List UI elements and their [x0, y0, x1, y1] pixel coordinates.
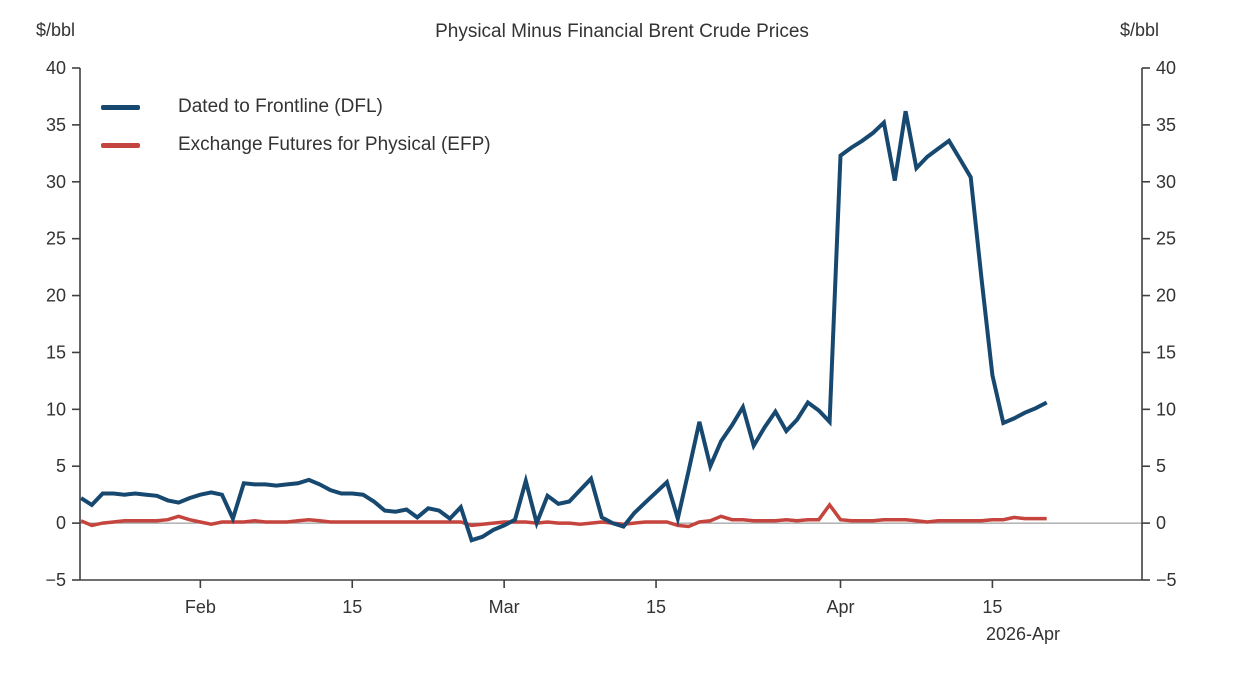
x-tick-label: 15: [646, 597, 666, 617]
y-tick-label-right: 0: [1156, 513, 1166, 533]
y-tick-label-right: 20: [1156, 286, 1176, 306]
legend-label-efp: Exchange Futures for Physical (EFP): [178, 134, 491, 155]
y-tick-label-right: 10: [1156, 399, 1176, 419]
x-tick-label: Feb: [185, 597, 216, 617]
y-tick-label-left: −5: [45, 570, 66, 590]
x-tick-label: Apr: [826, 597, 854, 617]
legend-item-dfl: Dated to Frontline (DFL): [101, 88, 491, 126]
y-tick-label-right: 5: [1156, 456, 1166, 476]
y-tick-label-left: 40: [46, 58, 66, 78]
chart-title: Physical Minus Financial Brent Crude Pri…: [435, 21, 809, 42]
last-observation-date: 2026-Apr: [985, 624, 1060, 644]
dfl-line: [79, 110, 1048, 543]
y-tick-label-right: 15: [1156, 342, 1176, 362]
x-tick-label: 15: [342, 597, 362, 617]
legend-item-efp: Exchange Futures for Physical (EFP): [101, 126, 491, 164]
efp-line: [80, 501, 1047, 529]
legend: Dated to Frontline (DFL) Exchange Future…: [101, 88, 491, 164]
y-tick-label-right: 30: [1156, 172, 1176, 192]
legend-label-dfl: Dated to Frontline (DFL): [178, 96, 383, 117]
y-tick-label-right: −5: [1156, 570, 1177, 590]
dfl-line-swatch: [101, 104, 140, 110]
y-tick-label-left: 5: [56, 456, 66, 476]
y-tick-label-left: 35: [46, 115, 66, 135]
efp-line-swatch: [101, 142, 140, 148]
y-tick-label-left: 0: [56, 513, 66, 533]
y-tick-label-left: 10: [46, 399, 66, 419]
y-tick-label-right: 25: [1156, 229, 1176, 249]
y-tick-label-left: 25: [46, 229, 66, 249]
y-tick-label-right: 40: [1156, 58, 1176, 78]
y-axis-unit-left: $/bbl: [36, 20, 76, 40]
y-axis-unit-right: $/bbl: [1120, 20, 1160, 40]
y-tick-label-right: 35: [1156, 115, 1176, 135]
x-tick-label: Mar: [489, 597, 520, 617]
y-tick-label-left: 15: [46, 342, 66, 362]
y-tick-label-left: 30: [46, 172, 66, 192]
y-tick-label-left: 20: [46, 286, 66, 306]
x-tick-label: 15: [982, 597, 1002, 617]
